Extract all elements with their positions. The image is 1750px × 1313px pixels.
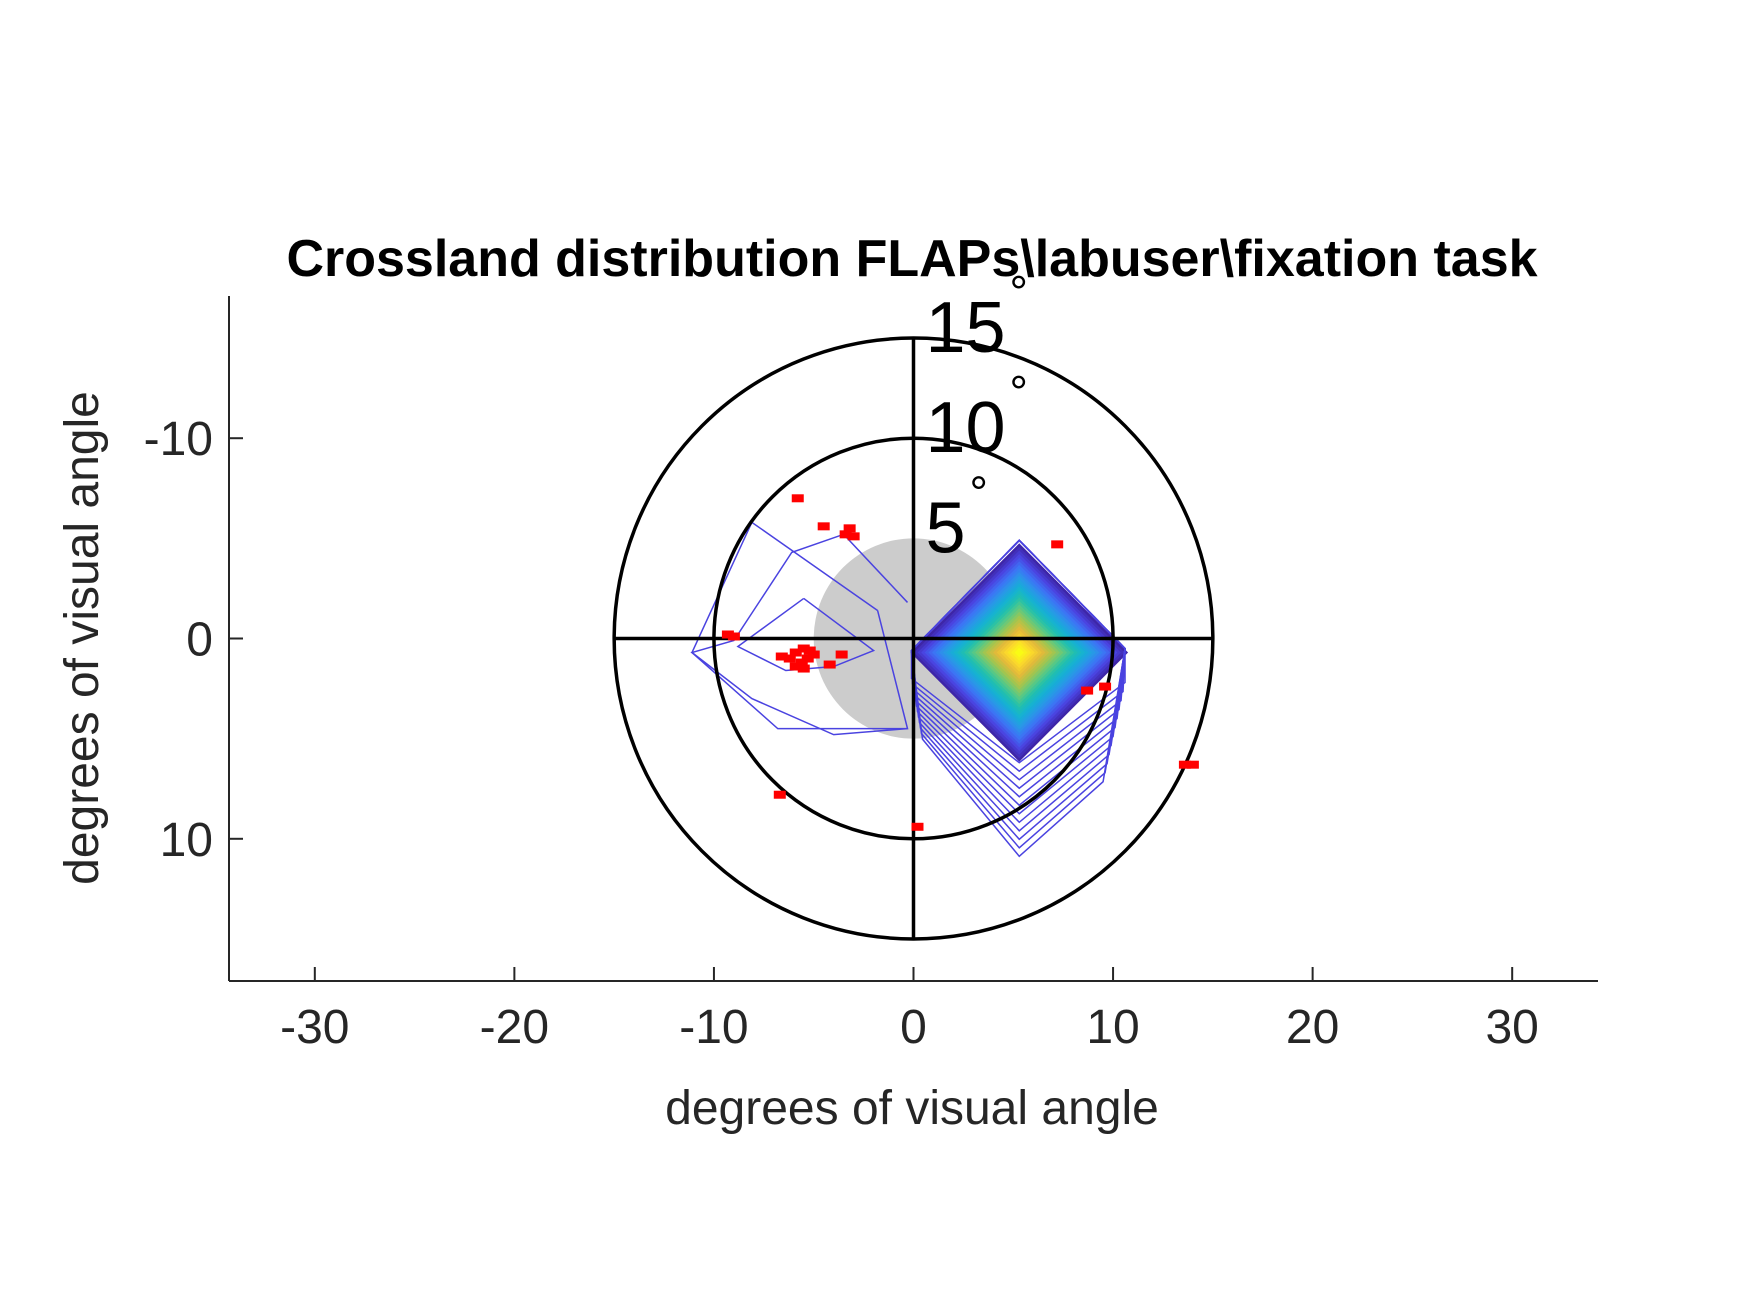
fixation-point [835,650,848,659]
fixation-point [843,524,856,533]
y-ticks: -10 0 10 [144,413,243,867]
contour-line-left-0 [691,521,909,730]
fixation-point [839,530,852,539]
fixation-point [801,654,814,663]
fixation-point [797,664,810,673]
x-tick-label: 0 [900,1001,927,1054]
fixation-point [783,654,796,663]
fixation-point [911,822,924,831]
fixation-points [721,494,1199,831]
fixation-point [727,632,740,641]
axes: -30 -20 -10 0 10 20 30 -10 0 10 [144,296,1598,1054]
fixation-point [775,652,788,661]
fixation-point [791,494,804,503]
fixation-point [1051,540,1064,549]
fixation-point [1178,760,1191,769]
y-tick-label: 10 [160,814,213,867]
ring-outlines [612,336,1215,941]
x-tick-label: -10 [679,1001,748,1054]
fixation-point [773,790,786,799]
y-tick-label: -10 [144,413,213,466]
x-tick-label: 30 [1485,1001,1538,1054]
ring-10-outline [712,436,1115,841]
y-axis-label: degrees of visual angle [56,391,109,885]
ring-labels: 5 °10 °15 ° [925,266,1027,568]
fixation-point [1081,686,1094,695]
ring-label-5-degree: ° [969,466,987,518]
ring-label-15: 15 [925,288,1005,368]
chart-title: Crossland distribution FLAPs\labuser\fix… [286,230,1537,288]
fixation-point [823,660,836,669]
contour-fill-level [1014,647,1024,658]
x-tick-label: 10 [1086,1001,1139,1054]
x-tick-label: 20 [1286,1001,1339,1054]
ring-label-5: 5 [925,488,965,568]
y-tick-label: 0 [186,614,213,667]
fixation-point [803,646,816,655]
ring-15-outline [612,336,1215,941]
density-contours [690,521,1129,858]
fixation-point [847,532,860,541]
fixation-point [795,658,808,667]
fixation-point [807,650,820,659]
fixation-point [789,662,802,671]
contour-line [910,539,1126,858]
plot-area: 5 °10 °15 ° [612,266,1215,941]
ring-label-10-degree: ° [1009,366,1027,418]
x-ticks: -30 -20 -10 0 10 20 30 [280,967,1539,1054]
x-axis-label: degrees of visual angle [665,1082,1159,1135]
fixation-point [1186,760,1199,769]
fixation-point [789,648,802,657]
fixation-point [817,522,830,531]
ring-label-10: 10 [925,388,1005,468]
x-tick-label: -20 [480,1001,549,1054]
x-tick-label: -30 [280,1001,349,1054]
ring-label-15-degree: ° [1009,266,1027,318]
fixation-point [1099,682,1112,691]
